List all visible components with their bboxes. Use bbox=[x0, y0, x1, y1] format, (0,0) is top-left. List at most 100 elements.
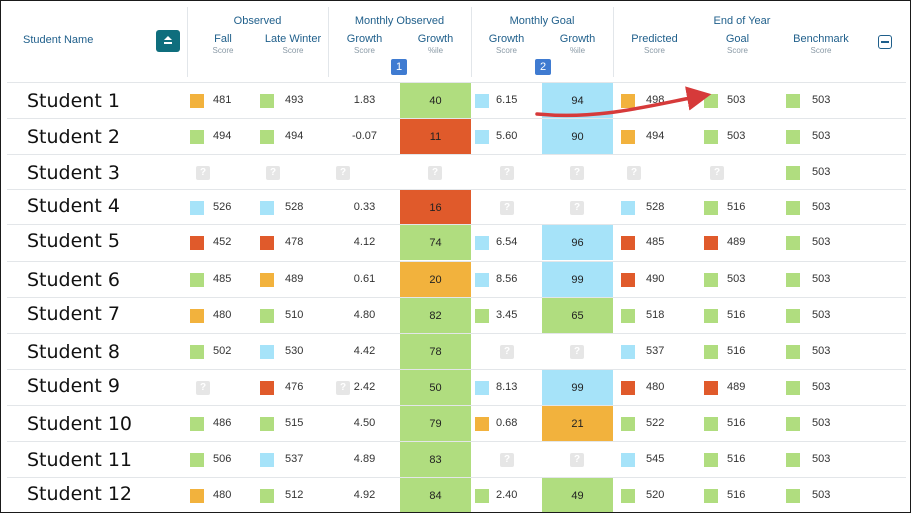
col-goal-growth-score[interactable]: Growth Score bbox=[488, 33, 525, 55]
question-icon: ? bbox=[570, 345, 584, 359]
student-name[interactable]: Student 2 bbox=[27, 126, 120, 148]
bench-score: 503 bbox=[812, 201, 831, 213]
group-monthly-observed: Monthly Observed bbox=[354, 15, 445, 27]
column-separator bbox=[328, 7, 329, 77]
table-row[interactable]: Student 8 502 530 537 516 503 4.42 78?? bbox=[7, 333, 906, 370]
student-name[interactable]: Student 11 bbox=[27, 449, 133, 471]
observed-growth-score: 0.33 bbox=[353, 201, 376, 213]
student-name[interactable]: Student 12 bbox=[27, 483, 133, 505]
col-goal-score[interactable]: Goal Score bbox=[725, 33, 750, 55]
observed-growth-percentile: 82 bbox=[400, 298, 471, 333]
table-row[interactable]: Student 2 494 494 494 503 503 -0.07 11 5.60 90 bbox=[7, 118, 906, 155]
fall-score: 480 bbox=[213, 489, 232, 501]
fall-score: 502 bbox=[213, 345, 232, 357]
status-square bbox=[190, 94, 204, 108]
student-name-header[interactable]: Student Name bbox=[23, 34, 94, 46]
col-fall-score[interactable]: Fall Score bbox=[212, 33, 234, 55]
bench-score: 503 bbox=[812, 130, 831, 142]
student-name[interactable]: Student 4 bbox=[27, 195, 120, 217]
pred-score: 518 bbox=[646, 309, 665, 321]
student-name[interactable]: Student 1 bbox=[27, 90, 120, 112]
table-row[interactable]: Student 1 481 493 498 503 503 1.83 40 6.15 94 bbox=[7, 82, 906, 119]
sort-icon[interactable] bbox=[156, 30, 180, 52]
goal-growth-score: 8.56 bbox=[496, 273, 518, 285]
bench-score: 503 bbox=[812, 417, 831, 429]
observed-growth-percentile: 40 bbox=[400, 83, 471, 118]
question-icon: ? bbox=[570, 166, 584, 180]
goal-growth-percentile: 99 bbox=[542, 262, 613, 297]
status-square bbox=[786, 236, 800, 250]
pred-score: 537 bbox=[646, 345, 665, 357]
status-square bbox=[704, 489, 718, 503]
table-row[interactable]: Student 4 526 528 528 516 503 0.33 16?? bbox=[7, 189, 906, 226]
status-square bbox=[786, 94, 800, 108]
status-square bbox=[475, 94, 489, 108]
status-square bbox=[621, 453, 635, 467]
badge-1: 1 bbox=[391, 59, 407, 75]
student-name[interactable]: Student 7 bbox=[27, 303, 120, 325]
col-benchmark-score[interactable]: Benchmark Score bbox=[793, 33, 849, 55]
status-square bbox=[260, 309, 274, 323]
table-row[interactable]: Student 6 485 489 490 503 503 0.61 20 8.56 99 bbox=[7, 261, 906, 298]
question-icon: ? bbox=[570, 453, 584, 467]
lw-score: 512 bbox=[285, 489, 304, 501]
group-end-of-year: End of Year bbox=[713, 15, 771, 27]
status-square bbox=[190, 345, 204, 359]
student-name[interactable]: Student 5 bbox=[27, 230, 120, 252]
observed-growth-score: 4.89 bbox=[353, 453, 376, 465]
table-row[interactable]: Student 12 480 512 520 516 503 4.92 84 2.40 49 bbox=[7, 477, 906, 512]
status-square bbox=[621, 381, 635, 395]
column-separator bbox=[471, 7, 472, 77]
goal-growth-percentile: 94 bbox=[542, 83, 613, 118]
observed-growth-score: 4.80 bbox=[353, 309, 376, 321]
fall-score: 452 bbox=[213, 236, 232, 248]
goal-growth-score: 2.40 bbox=[496, 489, 518, 501]
col-observed-growth-score[interactable]: Growth Score bbox=[346, 33, 383, 55]
lw-score: 493 bbox=[285, 94, 304, 106]
pred-score: 490 bbox=[646, 273, 665, 285]
status-square bbox=[704, 381, 718, 395]
student-name[interactable]: Student 3 bbox=[27, 162, 120, 184]
question-icon: ? bbox=[500, 166, 514, 180]
col-observed-growth-pct[interactable]: Growth %ile bbox=[417, 33, 454, 55]
table-row[interactable]: Student 10 486 515 522 516 503 4.50 79 0.68 21 bbox=[7, 405, 906, 442]
col-goal-growth-pct[interactable]: Growth %ile bbox=[559, 33, 596, 55]
status-square bbox=[786, 381, 800, 395]
status-square bbox=[475, 381, 489, 395]
lw-score: 489 bbox=[285, 273, 304, 285]
goal-score: 503 bbox=[727, 94, 746, 106]
question-icon: ? bbox=[500, 201, 514, 215]
student-name[interactable]: Student 9 bbox=[27, 375, 120, 397]
status-square bbox=[260, 489, 274, 503]
table-row[interactable]: Student 9? 476 480 489 503? 2.42 50 8.13 99 bbox=[7, 369, 906, 406]
goal-growth-percentile: 21 bbox=[542, 406, 613, 441]
status-square bbox=[475, 236, 489, 250]
question-icon: ? bbox=[710, 166, 724, 180]
status-square bbox=[621, 94, 635, 108]
table-row[interactable]: Student 5 452 478 485 489 503 4.12 74 6.54 96 bbox=[7, 224, 906, 261]
col-predicted-score[interactable]: Predicted Score bbox=[631, 33, 678, 55]
status-square bbox=[475, 309, 489, 323]
col-late-winter-score[interactable]: Late Winter Score bbox=[264, 33, 322, 55]
table-row[interactable]: Student 7 480 510 518 516 503 4.80 82 3.45 65 bbox=[7, 297, 906, 334]
observed-growth-percentile: 83 bbox=[400, 442, 471, 477]
goal-growth-percentile: 90 bbox=[542, 119, 613, 154]
goal-growth-score: 3.45 bbox=[496, 309, 518, 321]
table-row[interactable]: Student 11 506 537 545 516 503 4.89 83?? bbox=[7, 441, 906, 478]
table-row[interactable]: Student 3???? 503???? bbox=[7, 154, 906, 191]
collapse-icon[interactable] bbox=[878, 35, 892, 49]
lw-score: 494 bbox=[285, 130, 304, 142]
status-square bbox=[786, 453, 800, 467]
status-square bbox=[260, 130, 274, 144]
student-name[interactable]: Student 10 bbox=[27, 413, 133, 435]
status-square bbox=[704, 201, 718, 215]
question-icon: ? bbox=[196, 166, 210, 180]
status-square bbox=[621, 345, 635, 359]
status-square bbox=[260, 345, 274, 359]
status-square bbox=[475, 130, 489, 144]
student-name[interactable]: Student 8 bbox=[27, 341, 120, 363]
student-name[interactable]: Student 6 bbox=[27, 269, 120, 291]
status-square bbox=[190, 236, 204, 250]
observed-growth-percentile: 11 bbox=[400, 119, 471, 154]
